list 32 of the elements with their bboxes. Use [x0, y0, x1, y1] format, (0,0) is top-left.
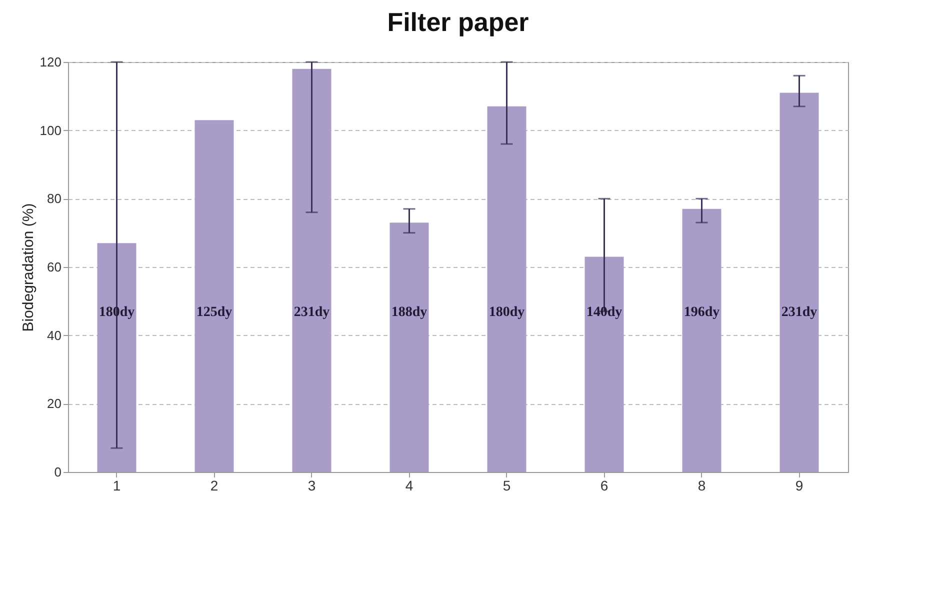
x-tick-label: 9 — [795, 478, 804, 494]
x-tick-label: 1 — [112, 478, 121, 494]
bar — [682, 208, 722, 472]
bar — [487, 106, 526, 472]
annotation: 125dy — [196, 305, 232, 320]
y-tick-label: 120 — [40, 54, 62, 70]
y-tick-label: 0 — [54, 464, 62, 480]
x-tick-label: 3 — [308, 478, 316, 494]
annotation: 188dy — [391, 305, 428, 320]
x-tick-label: 2 — [210, 478, 218, 494]
bar — [390, 222, 429, 472]
y-tick-label: 100 — [40, 122, 62, 138]
chart-title: Filter paper — [387, 7, 529, 37]
annotation: 140dy — [586, 305, 622, 320]
annotation: 180dy — [488, 305, 525, 320]
bar — [584, 256, 624, 472]
bar — [292, 68, 332, 472]
annotation: 196dy — [684, 305, 720, 320]
x-tick-label: 6 — [600, 478, 608, 494]
y-tick-label: 40 — [47, 328, 62, 343]
x-tick-label: 4 — [405, 478, 414, 494]
bar — [780, 92, 819, 472]
x-tick-label: 5 — [502, 478, 511, 494]
bar — [97, 243, 136, 472]
y-axis-title: Biodegradation (%) — [20, 203, 37, 332]
bar — [194, 120, 234, 472]
annotation: 231dy — [294, 305, 330, 320]
x-tick-label: 8 — [698, 478, 706, 494]
y-tick-label: 80 — [47, 191, 62, 206]
y-tick-label: 60 — [47, 260, 62, 274]
annotation: 231dy — [781, 305, 818, 320]
y-tick-label: 20 — [47, 396, 62, 412]
